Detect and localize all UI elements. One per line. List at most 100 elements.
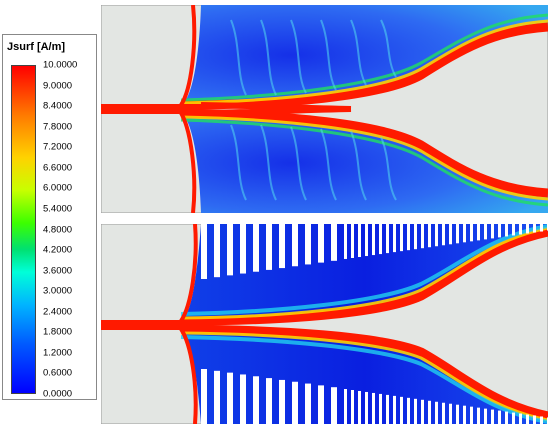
slot <box>491 224 494 239</box>
slot <box>498 224 501 238</box>
slot <box>386 224 389 254</box>
legend-tick-label: 4.2000 <box>43 244 73 256</box>
slot <box>331 224 337 261</box>
legend-tick-label: 5.4000 <box>43 203 73 215</box>
slot <box>292 381 298 424</box>
slot <box>442 402 445 424</box>
slot <box>414 224 417 250</box>
legend-tick-label: 10.0000 <box>43 59 78 71</box>
legend-tick-label: 3.0000 <box>43 285 73 297</box>
slot <box>253 376 259 424</box>
slot <box>484 224 487 240</box>
slot <box>463 405 466 424</box>
bottom-panel <box>101 224 548 424</box>
slot <box>526 224 529 234</box>
slot <box>421 224 424 249</box>
slot <box>435 401 438 424</box>
slot <box>463 224 466 243</box>
legend-title: Jsurf [A/m] <box>7 41 66 53</box>
slot <box>253 224 259 272</box>
slot <box>519 413 522 424</box>
slot <box>442 224 445 246</box>
slot <box>449 224 452 245</box>
slot <box>547 417 548 424</box>
bottom-feed-line <box>101 320 201 330</box>
slot <box>292 224 298 267</box>
slot <box>477 407 480 424</box>
top-feed-line <box>101 104 201 114</box>
legend-tick-label: 0.0000 <box>43 388 73 400</box>
slot <box>505 411 508 424</box>
slot <box>428 400 431 424</box>
legend-tick-label: 8.4000 <box>43 100 73 112</box>
slot <box>470 224 473 242</box>
slot <box>379 224 382 255</box>
slot <box>547 224 548 231</box>
top-lower-edge <box>180 108 548 198</box>
slot <box>477 224 480 241</box>
slot <box>407 397 410 424</box>
legend-tick-label: 1.8000 <box>43 326 73 338</box>
slot <box>227 372 233 424</box>
top-ripples <box>230 19 397 201</box>
slot <box>372 392 375 424</box>
legend-tick-label: 9.0000 <box>43 80 73 92</box>
slot <box>512 224 515 236</box>
slot <box>498 410 501 424</box>
slot <box>305 224 311 265</box>
legend-tick-label: 6.6000 <box>43 162 73 174</box>
slot <box>214 224 220 278</box>
legend-tick-label: 1.2000 <box>43 347 73 359</box>
slot <box>456 404 459 424</box>
bottom-lower-slots <box>201 369 548 424</box>
slot <box>365 224 368 257</box>
bottom-lower-lobe <box>181 329 548 424</box>
slot <box>279 379 285 424</box>
slot <box>491 409 494 424</box>
slot <box>344 389 347 424</box>
slot <box>456 224 459 244</box>
slot <box>331 387 337 424</box>
slot <box>533 224 536 233</box>
slot <box>358 390 361 424</box>
legend-tick-label: 7.2000 <box>43 141 73 153</box>
slot <box>240 374 246 424</box>
slot <box>540 224 543 232</box>
slot <box>279 224 285 269</box>
top-panel <box>101 5 548 213</box>
slot <box>400 224 403 252</box>
slot <box>393 395 396 424</box>
bottom-upper-slots <box>201 224 548 279</box>
slot <box>407 224 410 251</box>
slot <box>421 399 424 424</box>
slot <box>449 403 452 424</box>
slot <box>351 390 354 424</box>
slot <box>505 224 508 237</box>
top-upper-lobe <box>181 5 548 105</box>
slot <box>201 369 207 424</box>
slot <box>214 370 220 424</box>
slot <box>318 224 324 263</box>
slot <box>533 415 536 424</box>
slot <box>470 406 473 424</box>
slot <box>512 412 515 424</box>
slot <box>414 398 417 424</box>
legend-tick-label: 3.6000 <box>43 265 73 277</box>
colorbar-legend: Jsurf [A/m] 10.0000 9.0000 8.4000 7.8000 7.2… <box>2 34 97 400</box>
slot <box>365 391 368 424</box>
slot <box>484 408 487 424</box>
colorbar-gradient <box>11 65 36 394</box>
bottom-upper-lobe <box>181 224 548 321</box>
slot <box>344 224 347 259</box>
slot <box>240 224 246 274</box>
legend-tick-label: 6.0000 <box>43 182 73 194</box>
slot <box>358 224 361 258</box>
slot <box>540 416 543 424</box>
slot <box>428 224 431 248</box>
slot <box>435 224 438 247</box>
slot <box>227 224 233 276</box>
legend-tick-label: 2.4000 <box>43 306 73 318</box>
slot <box>266 378 272 424</box>
legend-tick-label: 0.6000 <box>43 367 73 379</box>
slot <box>305 383 311 424</box>
